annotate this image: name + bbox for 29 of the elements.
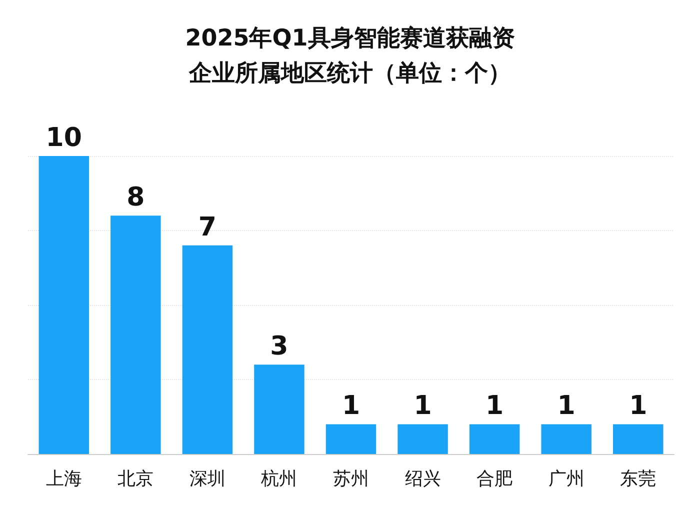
bar [469,424,520,454]
x-tick-label: 苏州 [333,468,369,490]
x-tick-label: 上海 [46,468,82,490]
data-label: 1 [629,391,648,422]
data-label: 1 [342,391,360,422]
chart-title: 2025年Q1具身智能赛道获融资 [185,24,515,52]
bar [254,364,304,454]
data-label: 8 [126,182,145,213]
bar [398,424,448,454]
data-label: 7 [198,212,216,242]
bar [38,156,90,454]
data-label: 1 [557,391,576,422]
x-tick-label: 杭州 [260,468,298,490]
x-tick-label: 广州 [548,468,584,490]
data-label: 10 [46,123,82,153]
x-tick-label: 东莞 [620,468,656,490]
bar [541,424,592,454]
bar [612,424,664,454]
x-tick-label: 北京 [118,468,154,490]
x-tick-label: 深圳 [189,468,226,490]
x-tick-label: 合肥 [476,468,513,490]
bar [110,216,161,454]
data-label: 3 [270,332,288,362]
chart-subtitle: 企业所属地区统计（单位：个） [188,60,511,86]
data-label: 1 [486,391,504,422]
bar [326,424,376,454]
bar [182,245,233,454]
x-tick-label: 绍兴 [404,468,441,490]
data-label: 1 [414,391,432,422]
